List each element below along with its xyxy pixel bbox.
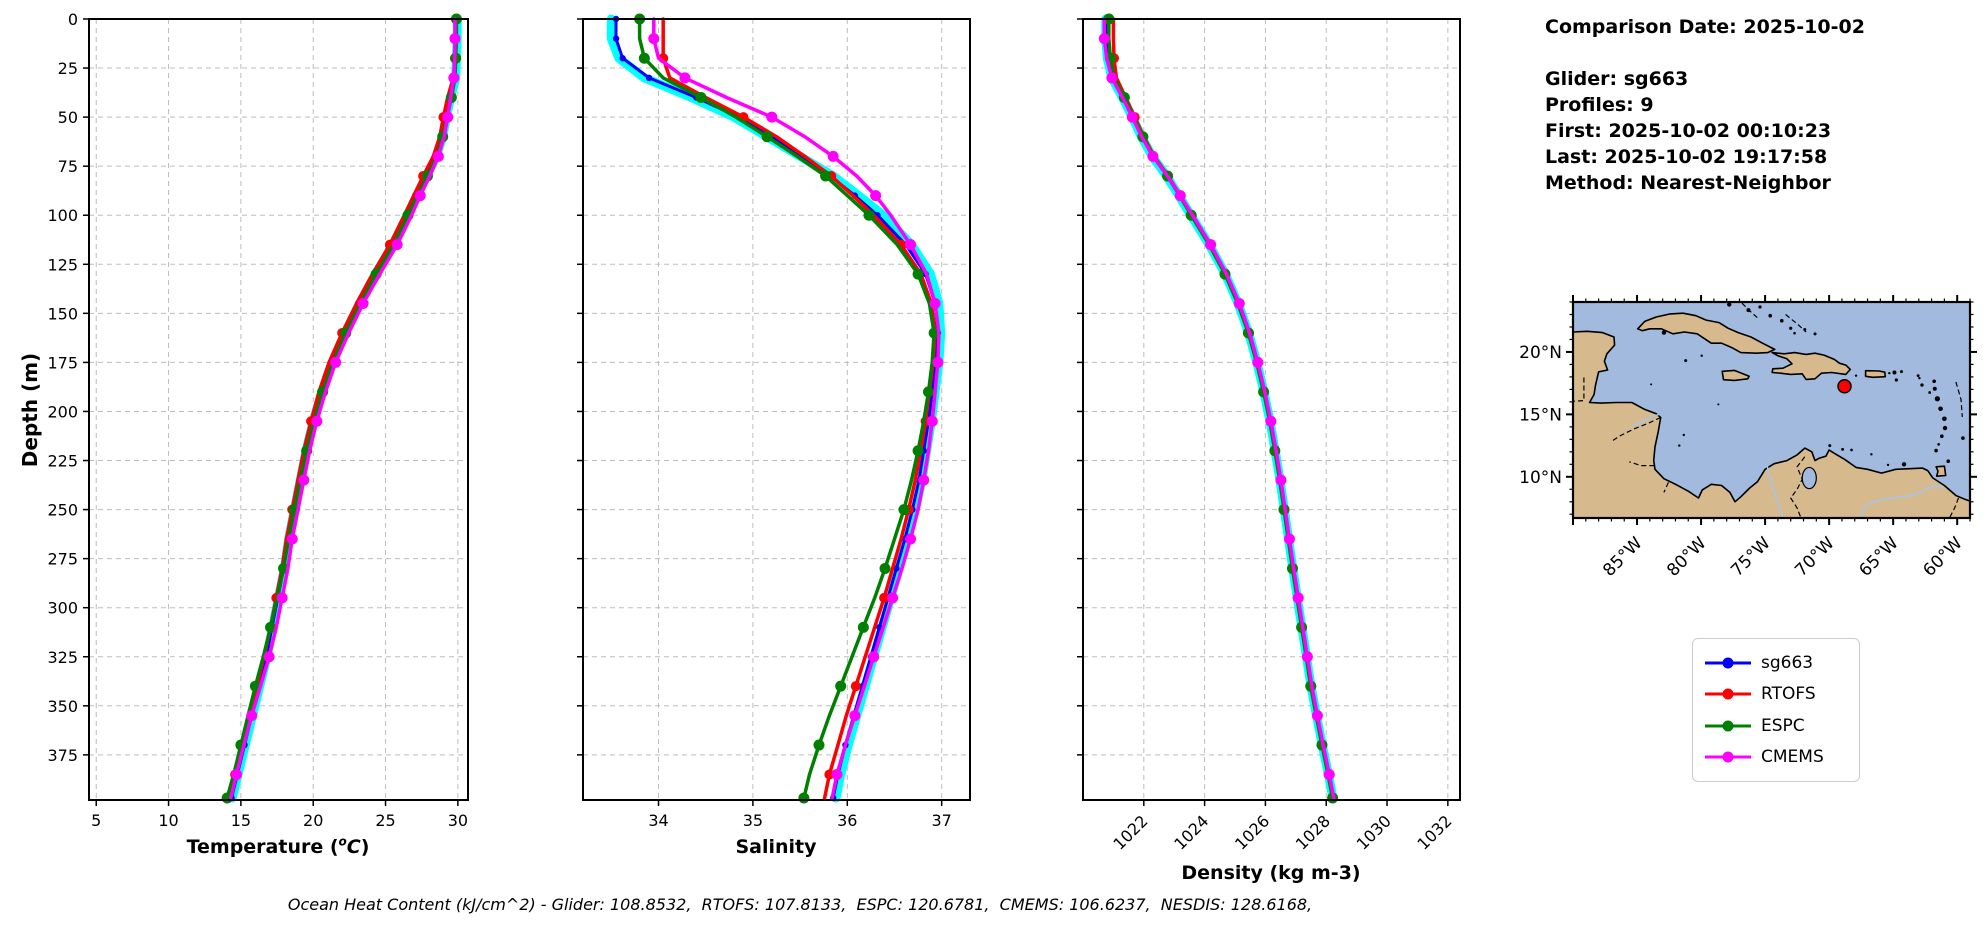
x-tick-label: 5 [91, 811, 101, 830]
legend-label-cmems: CMEMS [1761, 747, 1824, 768]
info-spacer [1545, 40, 1865, 66]
depth-tick-label: 225 [47, 452, 78, 471]
map-lon-label: 80°W [1663, 533, 1710, 580]
x-tick-label: 15 [231, 811, 251, 830]
temperature-plot-area: 5 10 15 20 25 3002550751001251501752002252502… [47, 10, 469, 830]
map-lon-label: 85°W [1599, 533, 1646, 580]
glider-position-marker [1837, 379, 1852, 394]
legend-line-espc [1705, 720, 1751, 732]
legend-item-espc: ESPC [1693, 716, 1859, 736]
temperature-profile-chart: 5 10 15 20 25 30 0 25 50 75 100 125 150 175 200 225 250 2… [47, 10, 469, 830]
depth-tick-label: 25 [58, 59, 78, 78]
landmass [1935, 465, 1947, 477]
legend-item-rtofs: RTOFS [1693, 684, 1859, 704]
map-lon-label: 70°W [1791, 533, 1838, 580]
x-tick-label: 36 [837, 811, 857, 830]
landmass [1721, 369, 1750, 382]
x-tick-label: 1028 [1292, 811, 1334, 853]
map-lon-label: 75°W [1727, 533, 1774, 580]
temperature-axis-title: Temperature (oC) [186, 834, 370, 858]
map-lat-label: 15°N [1519, 405, 1562, 425]
map-lat-label: 10°N [1519, 468, 1562, 488]
x-tick-label: 1024 [1170, 811, 1212, 853]
map-lat-label: 20°N [1519, 343, 1562, 363]
landmass [1636, 312, 1776, 355]
glider-name: Glider: sg663 [1545, 68, 1689, 90]
x-tick-label: 10 [158, 811, 178, 830]
x-tick-label: 37 [932, 811, 952, 830]
depth-tick-label: 375 [47, 746, 78, 765]
legend-label-sg663: sg663 [1761, 652, 1814, 673]
x-tick-label: 30 [448, 811, 468, 830]
legend: sg663 RTOFS ESPC CMEMS [1692, 638, 1860, 782]
ohc-caption: Ocean Heat Content (kJ/cm^2) - Glider: 1… [287, 895, 1313, 914]
salinity-axis-title: Salinity [735, 836, 817, 858]
x-tick-label: 1026 [1231, 811, 1273, 853]
info-panel: Comparison Date: 2025-10-02 Glider: sg66… [1545, 14, 1865, 196]
landmass [1864, 369, 1887, 379]
depth-tick-label: 200 [47, 402, 78, 421]
profiles-count: Profiles: 9 [1545, 94, 1654, 116]
x-tick-label: 20 [303, 811, 323, 830]
landmass [1771, 351, 1852, 381]
depth-axis-label: Depth (m) [18, 352, 42, 468]
depth-tick-label: 50 [58, 108, 78, 127]
depth-tick-label: 275 [47, 550, 78, 569]
caribbean-map: 85°W 80°W 75°W 70°W 65°W 60°W 20°N 15°N 10°N [1519, 295, 1977, 581]
x-tick-label: 1032 [1413, 811, 1455, 853]
depth-tick-label: 300 [47, 599, 78, 618]
x-tick-label: 1022 [1109, 811, 1151, 853]
depth-tick-label: 75 [58, 157, 78, 176]
depth-tick-label: 175 [47, 353, 78, 372]
depth-tick-label: 325 [47, 648, 78, 667]
map-lon-label: 60°W [1919, 533, 1966, 580]
depth-tick-label: 100 [47, 206, 78, 225]
temperature-axis-title-text: Temperature ( [186, 836, 339, 858]
x-tick-label: 25 [375, 811, 395, 830]
depth-tick-label: 250 [47, 501, 78, 520]
comparison-date: Comparison Date: 2025-10-02 [1545, 16, 1865, 38]
density-plot-area: 1022 1024 1026 1028 1030 1032 [1077, 13, 1461, 854]
legend-item-sg663: sg663 [1693, 653, 1859, 673]
location-map: 85°W 80°W 75°W 70°W 65°W 60°W 20°N 15°N 10°N [1519, 295, 1977, 581]
series-CMEMS [652, 17, 941, 800]
last-profile-time: Last: 2025-10-02 19:17:58 [1545, 146, 1828, 168]
first-profile-time: First: 2025-10-02 00:10:23 [1545, 120, 1832, 142]
series-RTOFS [661, 17, 937, 800]
legend-line-sg663 [1705, 657, 1751, 669]
series-glider-raw [227, 14, 462, 803]
map-lon-label: 65°W [1855, 533, 1902, 580]
legend-line-rtofs [1705, 688, 1751, 700]
legend-item-cmems: CMEMS [1693, 747, 1859, 767]
x-tick-label: 34 [648, 811, 668, 830]
x-tick-label: 1030 [1353, 811, 1395, 853]
density-profile-chart: 1022 1024 1026 1028 1030 1032 [1077, 13, 1461, 854]
depth-tick-label: 0 [68, 10, 78, 29]
salinity-profile-chart: 34 35 36 37 [577, 13, 971, 830]
landmass [1572, 330, 1971, 519]
legend-label-espc: ESPC [1761, 715, 1805, 736]
depth-tick-label: 350 [47, 697, 78, 716]
salinity-plot-area: 34 35 36 37 [577, 13, 971, 830]
legend-label-rtofs: RTOFS [1761, 684, 1816, 705]
x-tick-label: 35 [743, 811, 763, 830]
depth-tick-label: 150 [47, 304, 78, 323]
depth-tick-label: 125 [47, 255, 78, 274]
density-axis-title: Density (kg m-3) [1181, 862, 1361, 884]
legend-line-cmems [1705, 751, 1751, 763]
series-ESPC [637, 17, 936, 800]
method: Method: Nearest-Neighbor [1545, 172, 1831, 194]
